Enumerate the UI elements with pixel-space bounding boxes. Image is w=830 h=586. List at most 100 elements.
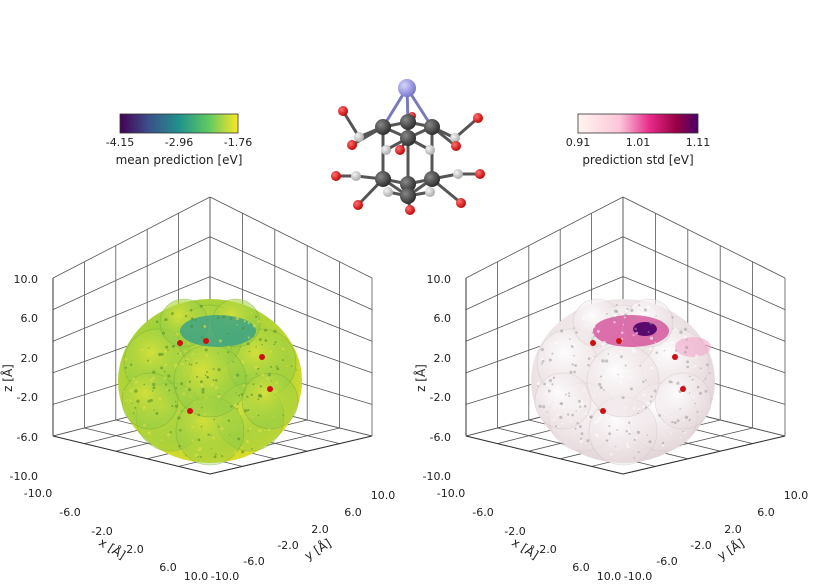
surface-speckle (689, 336, 691, 338)
std-prediction-surface (531, 298, 715, 466)
surface-speckle (174, 404, 179, 408)
surface-speckle (167, 349, 169, 351)
surface-speckle (160, 439, 163, 442)
surface-speckle (565, 393, 567, 396)
surface-speckle (658, 414, 661, 417)
surface-speckle (608, 432, 611, 436)
surface-speckle (189, 396, 192, 398)
surface-speckle (220, 427, 224, 431)
surface-speckle (639, 365, 642, 367)
surface-speckle (661, 441, 665, 445)
surface-speckle (199, 304, 203, 308)
surface-speckle (229, 317, 233, 321)
surface-speckle (251, 448, 253, 450)
surface-speckle (179, 428, 182, 432)
surface-speckle (642, 393, 646, 397)
surface-speckle (601, 343, 606, 347)
surface-speckle (213, 418, 216, 421)
surface-speckle (661, 444, 665, 447)
surface-speckle (695, 354, 699, 358)
surface-speckle (604, 359, 609, 363)
y-tick-label: 6.0 (344, 506, 362, 519)
surface-speckle (621, 375, 625, 379)
surface-speckle (236, 324, 238, 326)
x-tick-label: 6.0 (159, 561, 177, 574)
surface-speckle (629, 417, 632, 420)
surface-speckle (580, 437, 583, 440)
surface-speckle (646, 305, 651, 309)
surface-speckle (266, 377, 269, 380)
surface-lobe (654, 372, 712, 430)
surface-speckle (197, 438, 201, 442)
surface-speckle (252, 324, 256, 328)
hydrogen-atom (450, 133, 460, 143)
surface-speckle (605, 312, 608, 315)
colorbar-std-tick: 0.91 (566, 136, 591, 149)
surface-speckle (242, 384, 246, 388)
surface-speckle (671, 420, 674, 424)
surface-speckle (633, 303, 637, 307)
surface-speckle (215, 379, 218, 382)
surface-speckle (251, 415, 254, 418)
oxygen-atom-visible (600, 408, 606, 414)
surface-speckle (547, 401, 551, 404)
surface-speckle (218, 438, 221, 440)
surface-speckle (637, 412, 639, 414)
surface-speckle (259, 385, 263, 388)
surface-speckle (219, 313, 222, 316)
surface-speckle (583, 404, 587, 408)
oxygen-atom (353, 200, 363, 210)
surface-speckle (685, 345, 689, 350)
surface-speckle (540, 348, 544, 352)
oxygen-atom-visible (672, 354, 678, 360)
surface-speckle (568, 395, 570, 397)
surface-speckle (649, 336, 654, 340)
surface-speckle (241, 326, 245, 330)
surface-speckle (638, 304, 641, 307)
surface-speckle (631, 305, 634, 308)
surface-speckle (650, 366, 654, 370)
surface-speckle (188, 363, 191, 366)
surface-speckle (244, 409, 248, 413)
x-axis-label: x [Å] (509, 534, 541, 562)
surface-speckle (625, 309, 629, 313)
surface-speckle (650, 395, 653, 398)
surface-speckle (240, 393, 244, 396)
surface-speckle (150, 378, 153, 382)
surface-speckle (187, 342, 189, 345)
surface-speckle (628, 430, 631, 433)
surface-speckle (578, 399, 581, 403)
surface-speckle (543, 382, 546, 386)
surface-speckle (216, 316, 220, 320)
surface-speckle (138, 389, 141, 392)
surface-speckle (190, 317, 194, 321)
axis-edge (465, 435, 786, 475)
surface-speckle (616, 448, 619, 450)
surface-speckle (123, 390, 125, 393)
surface-speckle (634, 327, 637, 331)
surface-speckle (542, 405, 546, 409)
wall-grid-line (465, 236, 624, 310)
y-tick-label: -6.0 (243, 555, 264, 568)
surface-speckle (226, 351, 230, 354)
surface-speckle (240, 446, 243, 449)
surface-speckle (595, 420, 599, 424)
x-tick-label: 2.0 (126, 543, 144, 556)
surface-speckle (580, 402, 584, 406)
surface-speckle (593, 335, 595, 338)
surface-speckle (694, 402, 697, 405)
surface-speckle (164, 349, 167, 353)
surface-speckle (615, 445, 617, 448)
surface-speckle (662, 347, 665, 350)
surface-speckle (252, 335, 254, 337)
surface-speckle (131, 402, 133, 405)
hydrogen-atom (383, 187, 393, 197)
wall-grid-line (622, 196, 786, 279)
surface-speckle (164, 319, 166, 321)
surface-speckle (155, 411, 159, 416)
x-tick-label: -6.0 (472, 506, 493, 519)
surface-speckle (282, 414, 284, 416)
wall-grid-line (209, 196, 373, 279)
surface-speckle (642, 405, 646, 409)
surface-speckle (242, 400, 245, 403)
